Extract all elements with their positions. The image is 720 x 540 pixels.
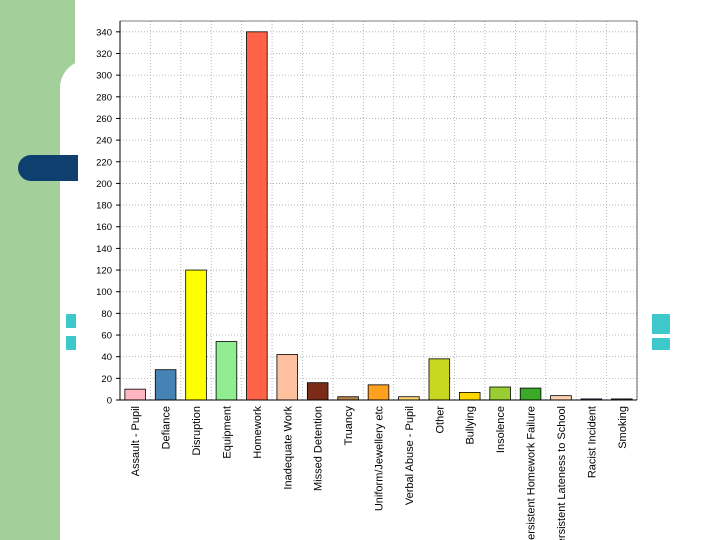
x-tick-label: Equipment xyxy=(221,406,233,459)
y-tick-label: 100 xyxy=(96,287,112,298)
bar xyxy=(489,386,511,401)
y-tick-label: 240 xyxy=(96,136,112,147)
right-decoration-blocks xyxy=(652,314,670,350)
bar xyxy=(276,354,299,401)
y-tick-label: 300 xyxy=(96,71,112,82)
y-tick-label: 200 xyxy=(96,179,112,190)
x-tick-label: Uniform/Jewellery etc xyxy=(374,406,386,512)
y-tick-label: 140 xyxy=(96,244,112,255)
x-tick-label: Other xyxy=(434,406,446,434)
x-tick-label: Disruption xyxy=(191,406,203,456)
bar xyxy=(215,341,238,401)
y-tick-label: 280 xyxy=(96,92,112,103)
bar xyxy=(428,358,451,401)
bar xyxy=(550,395,572,401)
bar xyxy=(124,388,146,401)
y-tick-label: 120 xyxy=(96,266,112,277)
x-tick-label: Persistent Homework Failure xyxy=(526,406,538,540)
x-tick-label: Persistent Lateness to School xyxy=(556,406,568,540)
y-tick-label: 20 xyxy=(101,374,112,385)
x-tick-label: Missed Detention xyxy=(313,406,325,491)
slide-decoration-pill xyxy=(18,155,78,181)
bar xyxy=(246,31,268,401)
y-tick-label: 340 xyxy=(96,27,112,38)
axes xyxy=(119,20,638,401)
x-tick-label: Truancy xyxy=(343,406,355,446)
x-tick-label: Inadequate Work xyxy=(282,406,294,490)
x-tick-label: Defiance xyxy=(161,406,173,449)
x-tick-label: Bullying xyxy=(465,406,477,445)
y-tick-label: 80 xyxy=(101,309,112,320)
y-tick-label: 260 xyxy=(96,114,112,125)
x-tick-label: Insolence xyxy=(495,406,507,453)
x-tick-label: Verbal Abuse - Pupil xyxy=(404,406,416,505)
x-tick-label: Racist Incident xyxy=(586,406,598,478)
x-tick-label: Assault - Pupil xyxy=(130,406,142,476)
bars xyxy=(124,31,633,401)
bar xyxy=(519,387,542,401)
x-tick-label: Homework xyxy=(252,406,264,459)
y-axis-ticks: 0 20 40 60 80 100 120 140 160 180 200 220 240 260 280 3… xyxy=(96,27,120,407)
left-decoration-blocks xyxy=(66,314,76,350)
y-tick-label: 0 xyxy=(107,396,112,407)
bar xyxy=(458,392,481,401)
y-tick-label: 180 xyxy=(96,201,112,212)
x-tick-label: Smoking xyxy=(617,406,629,449)
bar xyxy=(154,369,177,401)
bar xyxy=(367,384,390,401)
y-tick-label: 320 xyxy=(96,49,112,60)
y-tick-label: 160 xyxy=(96,222,112,233)
bar xyxy=(306,382,329,401)
y-tick-label: 40 xyxy=(101,352,112,363)
x-axis-labels: Assault - Pupil Defiance Disruption Equipme… xyxy=(130,406,629,540)
y-tick-label: 220 xyxy=(96,157,112,168)
y-tick-label: 60 xyxy=(101,331,112,342)
bar xyxy=(185,269,207,401)
